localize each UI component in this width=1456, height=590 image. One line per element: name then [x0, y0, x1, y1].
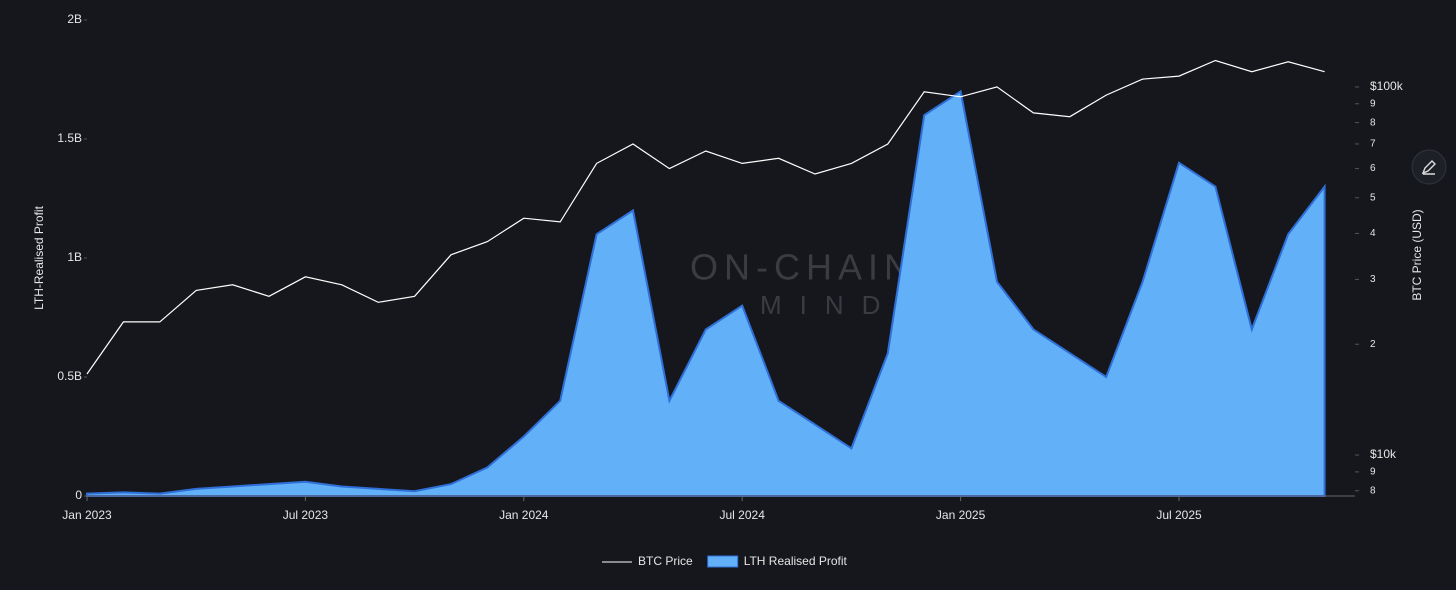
- price-line: [86, 59, 1325, 375]
- y2-tick-label: 2: [1370, 339, 1376, 350]
- y2-tick-label: 5: [1370, 192, 1376, 203]
- y2-tick-label: 8: [1370, 485, 1376, 496]
- y2-tick-label: 7: [1370, 139, 1376, 150]
- y2-tick-label: 3: [1370, 274, 1376, 285]
- x-tick-label: Jul 2024: [720, 508, 766, 522]
- watermark: MIND: [760, 290, 898, 320]
- y2-tick-label: 8: [1370, 117, 1376, 128]
- watermark: ON-CHAIN: [690, 247, 916, 288]
- x-tick-label: Jan 2023: [62, 508, 112, 522]
- x-tick-label: Jul 2023: [283, 508, 329, 522]
- y-axis-title: LTH-Realised Profit: [32, 205, 46, 309]
- y-tick-label: 0.5B: [57, 369, 82, 383]
- y-tick-label: 0: [75, 488, 82, 502]
- x-tick-label: Jan 2024: [499, 508, 549, 522]
- edit-button[interactable]: [1411, 149, 1447, 185]
- y-tick-label: 2B: [67, 12, 82, 26]
- x-tick-label: Jul 2025: [1156, 508, 1202, 522]
- legend-label: BTC Price: [638, 554, 693, 568]
- y2-tick-label: 4: [1370, 228, 1376, 239]
- y2-axis-title: BTC Price (USD): [1410, 209, 1424, 300]
- y2-tick-label: $100k: [1370, 79, 1404, 93]
- legend-label: LTH Realised Profit: [744, 554, 848, 568]
- y2-tick-label: 6: [1370, 163, 1376, 174]
- y-tick-label: 1B: [67, 250, 82, 264]
- x-tick-label: Jan 2025: [936, 508, 986, 522]
- y-tick-label: 1.5B: [57, 131, 82, 145]
- y2-tick-label: $10k: [1370, 447, 1397, 461]
- y2-tick-label: 9: [1370, 98, 1376, 109]
- legend-swatch: [707, 555, 739, 568]
- profit-area: [86, 89, 1326, 497]
- y2-tick-label: 9: [1370, 467, 1376, 478]
